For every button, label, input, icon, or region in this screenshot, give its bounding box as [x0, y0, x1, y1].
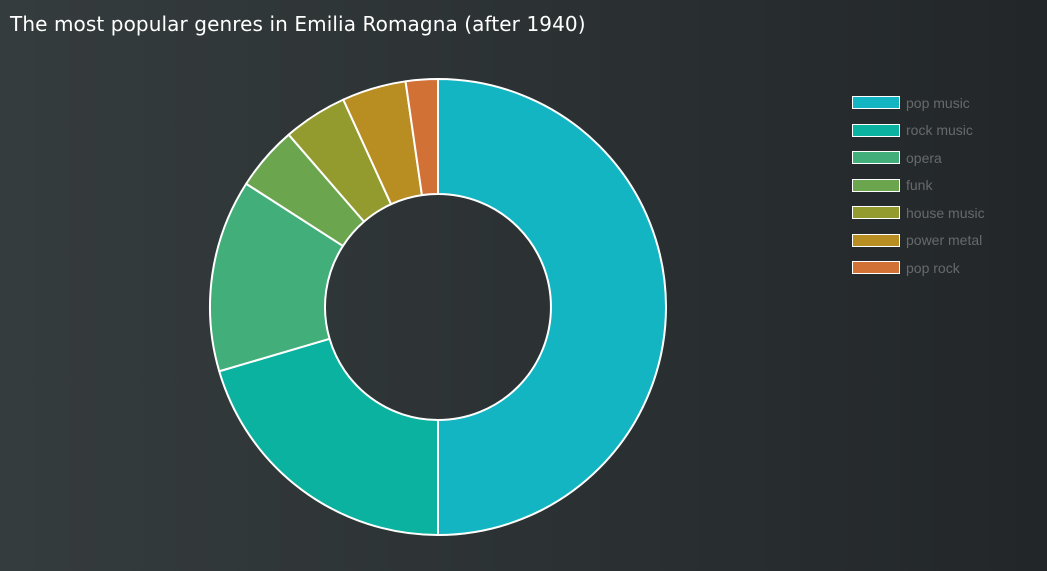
- slice-pop-music[interactable]: [437, 78, 667, 536]
- legend-label: opera: [906, 149, 942, 166]
- legend-item-pop-rock[interactable]: pop rock: [852, 254, 985, 282]
- legend-item-pop-music[interactable]: pop music: [852, 89, 985, 117]
- legend-item-rock-music[interactable]: rock music: [852, 117, 985, 145]
- slice-opera[interactable]: [209, 182, 344, 373]
- legend-swatch: [852, 233, 900, 247]
- slice-rock-music[interactable]: [218, 337, 439, 536]
- slice-pop-rock[interactable]: [404, 78, 439, 197]
- legend-item-house-music[interactable]: house music: [852, 199, 985, 227]
- legend-swatch: [852, 206, 900, 220]
- legend-label: pop rock: [906, 259, 960, 276]
- legend-swatch: [852, 261, 900, 275]
- legend-item-power-metal[interactable]: power metal: [852, 227, 985, 255]
- legend-swatch: [852, 96, 900, 110]
- legend-swatch: [852, 151, 900, 165]
- legend-label: power metal: [906, 232, 983, 249]
- chart-title: The most popular genres in Emilia Romagn…: [10, 12, 586, 36]
- legend-label: funk: [906, 177, 933, 194]
- legend-label: house music: [906, 204, 985, 221]
- legend-label: pop music: [906, 94, 970, 111]
- chart-legend: pop music rock music opera funk house music p…: [852, 89, 985, 282]
- legend-swatch: [852, 123, 900, 137]
- legend-swatch: [852, 178, 900, 192]
- legend-item-opera[interactable]: opera: [852, 144, 985, 172]
- legend-item-funk[interactable]: funk: [852, 172, 985, 200]
- legend-label: rock music: [906, 122, 973, 139]
